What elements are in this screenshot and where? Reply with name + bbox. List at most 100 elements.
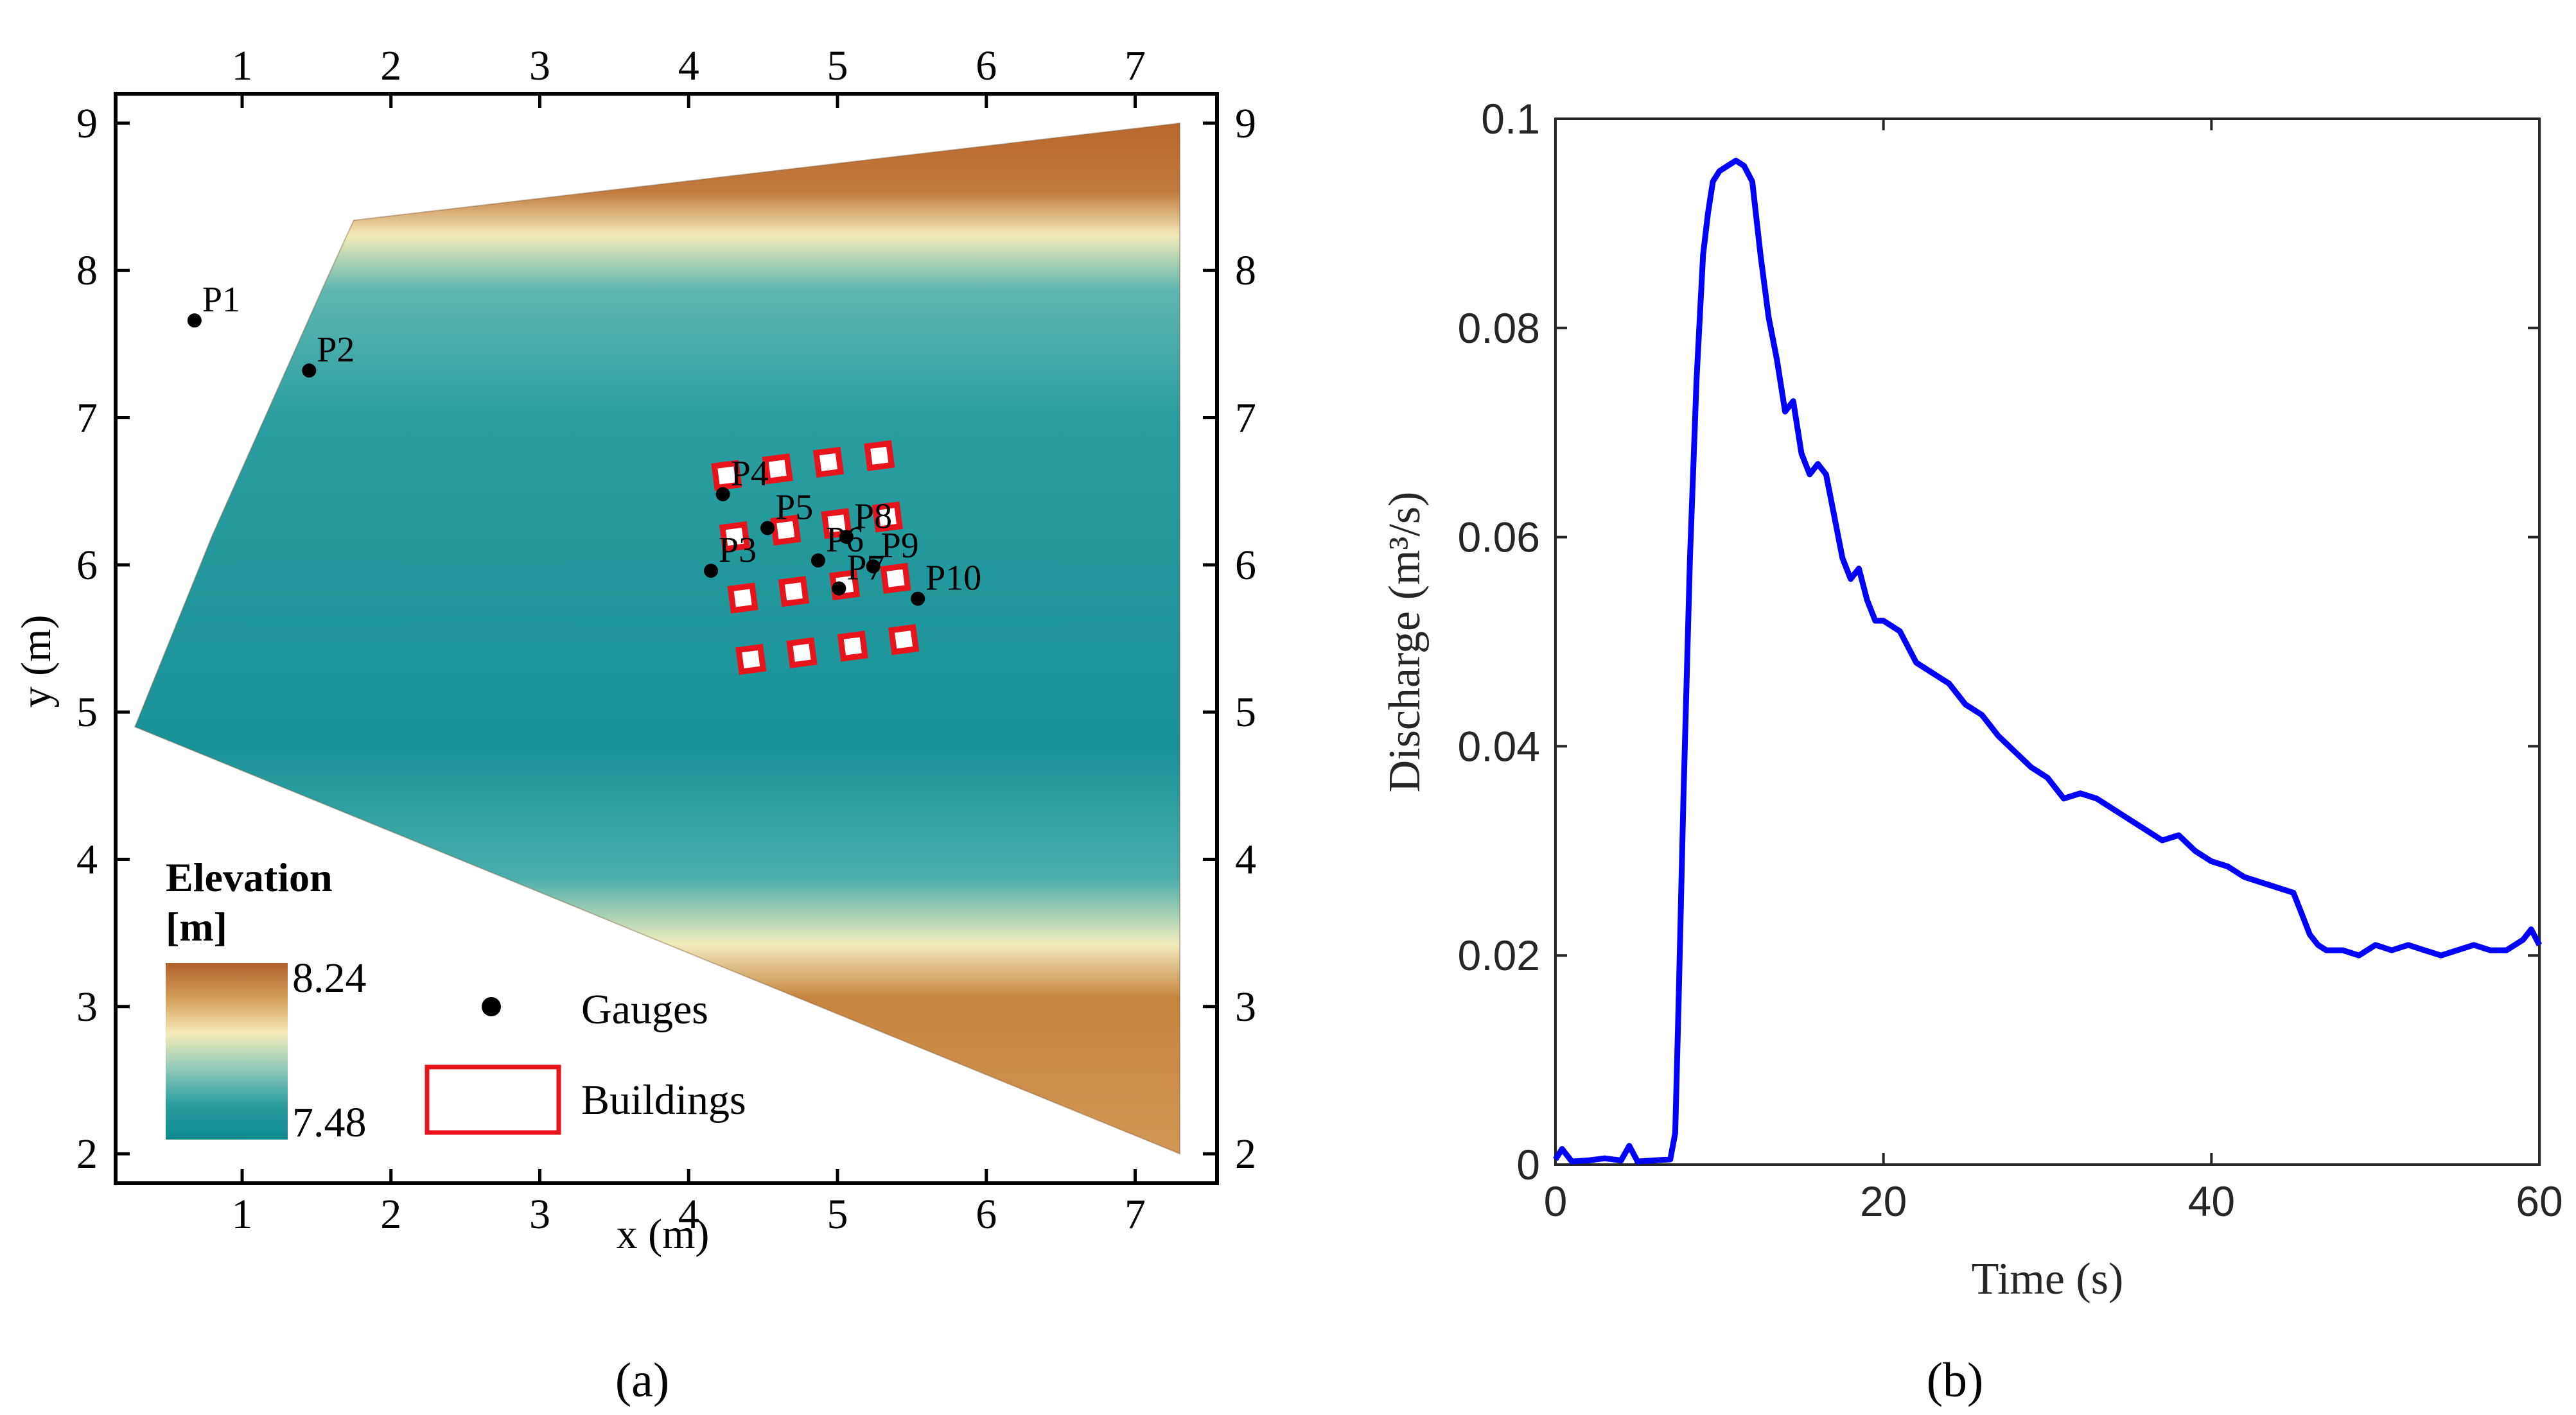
map-y-tick-label-left: 8	[76, 247, 98, 294]
map-y-tick-label-left: 5	[76, 689, 98, 736]
elevation-colorbar: Elevation [m] 8.24 7.48	[166, 855, 367, 1146]
map-x-tick-label-top: 3	[529, 42, 550, 89]
map-y-tick-label-right: 9	[1235, 100, 1256, 147]
chart-y-axis-title: Discharge (m³/s)	[1380, 492, 1430, 793]
map-y-tick-label-left: 4	[76, 836, 98, 883]
map-x-axis-title: x (m)	[617, 1211, 710, 1258]
chart-x-tick-label: 60	[2516, 1177, 2563, 1225]
building-marker	[711, 460, 742, 491]
legend-building-marker	[425, 1064, 561, 1135]
map-y-tick-label-right: 6	[1235, 542, 1256, 589]
chart-x-tick-label: 20	[1860, 1177, 1907, 1225]
gauge-label-p8: P8	[854, 496, 892, 536]
gauge-label-p3: P3	[719, 530, 757, 570]
colorbar-title-line2: [m]	[166, 904, 227, 950]
map-legend: Gauges Buildings	[425, 986, 746, 1135]
map-x-tick-label-bottom: 6	[976, 1191, 997, 1238]
colorbar-min-label: 7.48	[292, 1099, 367, 1146]
building-marker	[727, 582, 758, 614]
building-marker	[872, 501, 903, 533]
building-marker	[888, 624, 920, 655]
map-y-tick-label-right: 4	[1235, 836, 1256, 883]
map-x-tick-label-bottom: 7	[1125, 1191, 1146, 1238]
chart-x-axis-title: Time (s)	[1972, 1254, 2124, 1304]
map-x-tick-label-bottom: 1	[231, 1191, 252, 1238]
chart-ticks: 0 20 40 60 0 0.02 0.04 0.06 0.08 0.1	[1458, 95, 2563, 1225]
building-marker	[735, 643, 767, 675]
discharge-chart-panel: 0 20 40 60 0 0.02 0.04 0.06 0.08 0.1 Time (s) Dis…	[1380, 95, 2563, 1407]
map-x-tick-label-top: 6	[976, 42, 997, 89]
map-axes-frame	[114, 92, 1219, 1185]
gauge-label-p2: P2	[317, 330, 355, 370]
building-marker	[762, 453, 793, 485]
gauge-point-p5	[760, 521, 775, 535]
legend-gauges-label: Gauges	[581, 986, 708, 1033]
gauges-layer: P1P2P3P4P5P6P7P8P9P10	[187, 280, 981, 606]
map-x-tick-label-top: 4	[678, 42, 699, 89]
legend-buildings-label: Buildings	[581, 1077, 746, 1124]
map-x-tick-label-bottom: 2	[380, 1191, 401, 1238]
chart-y-tick-label: 0.06	[1458, 514, 1540, 561]
building-marker	[778, 576, 810, 607]
map-y-axis-title: y (m)	[13, 615, 60, 708]
building-marker	[812, 446, 845, 478]
map-y-tick-label-right: 8	[1235, 247, 1256, 294]
gauge-point-p6	[810, 553, 825, 568]
discharge-series-line	[1553, 157, 2542, 1165]
map-x-tick-label-top: 2	[380, 42, 401, 89]
domain-outline	[134, 122, 1181, 1155]
building-marker	[821, 508, 852, 539]
map-x-tick-label-top: 7	[1125, 42, 1146, 89]
gauge-point-p4	[715, 487, 730, 501]
map-x-tick-label-bottom: 5	[827, 1191, 848, 1238]
legend-gauge-marker	[482, 997, 501, 1016]
chart-y-tick-label: 0.1	[1481, 95, 1540, 143]
chart-y-tick-label: 0	[1516, 1141, 1540, 1188]
building-marker	[770, 514, 802, 546]
gauge-point-p1	[187, 313, 202, 328]
gauge-label-p4: P4	[731, 454, 769, 494]
gauge-point-p10	[911, 591, 925, 606]
building-marker	[786, 637, 818, 668]
colorbar-title-line1: Elevation	[166, 855, 333, 900]
colorbar-max-label: 8.24	[292, 955, 367, 1002]
building-marker	[719, 521, 751, 553]
gauge-label-p5: P5	[775, 488, 813, 528]
building-marker	[880, 562, 911, 594]
gauge-point-p8	[839, 530, 854, 544]
map-y-tick-label-left: 3	[76, 984, 98, 1030]
map-x-tick-label-bottom: 3	[529, 1191, 550, 1238]
chart-axes-frame	[1554, 117, 2541, 1166]
map-y-tick-label-right: 7	[1235, 395, 1256, 442]
map-y-tick-label-right: 2	[1235, 1131, 1256, 1177]
gauge-point-p7	[832, 581, 846, 596]
map-ticks: 1 1 2 2 3 3 4 4 5 5 6 6 7 7 2 2 3 3 4 4 5 5 6 6 7 7 8 8 9 9	[76, 42, 1256, 1238]
gauge-label-p9: P9	[881, 526, 919, 566]
buildings-layer	[711, 440, 920, 675]
chart-y-tick-label: 0.02	[1458, 932, 1540, 979]
gauge-label-p10: P10	[925, 559, 981, 598]
map-y-tick-label-left: 2	[76, 1131, 98, 1177]
chart-x-tick-label: 0	[1544, 1177, 1568, 1225]
gauge-point-p2	[302, 363, 317, 378]
map-y-tick-label-right: 5	[1235, 689, 1256, 736]
building-marker	[864, 440, 895, 471]
chart-y-tick-label: 0.08	[1458, 304, 1540, 352]
gauge-point-p9	[866, 559, 881, 574]
map-y-tick-label-left: 6	[76, 542, 98, 589]
gauge-label-p1: P1	[202, 280, 240, 320]
panel-b-label: (b)	[1927, 1353, 1984, 1407]
map-y-tick-label-left: 9	[76, 100, 98, 147]
map-x-tick-label-top: 5	[827, 42, 848, 89]
colorbar-scale	[166, 963, 288, 1140]
map-x-tick-label-top: 1	[231, 42, 252, 89]
gauge-point-p3	[704, 564, 719, 578]
map-y-tick-label-left: 7	[76, 395, 98, 442]
map-x-tick-label-bottom: 4	[678, 1191, 699, 1238]
map-y-tick-label-right: 3	[1235, 984, 1256, 1030]
chart-y-tick-label: 0.04	[1458, 722, 1540, 770]
building-marker	[837, 630, 868, 662]
panel-a-label: (a)	[615, 1353, 669, 1407]
